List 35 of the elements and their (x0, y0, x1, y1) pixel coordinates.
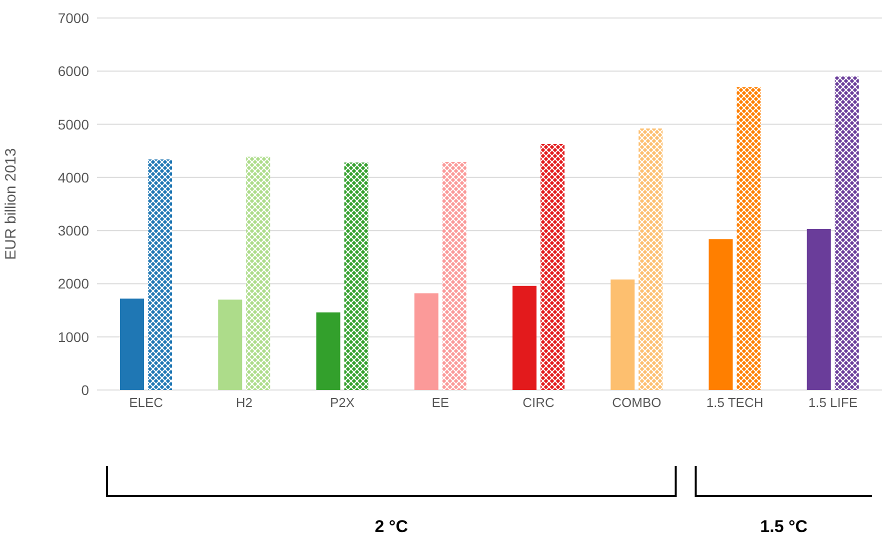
bar (218, 300, 242, 390)
x-tick-label: COMBO (612, 395, 662, 410)
bar (708, 239, 733, 390)
bar (540, 144, 564, 390)
y-tick-label: 3000 (58, 222, 90, 239)
x-tick-label: CIRC (522, 395, 554, 410)
x-tick-label: 1.5 TECH (706, 395, 764, 410)
text: 2 °C (374, 517, 408, 536)
bar (148, 159, 172, 390)
y-tick-label: 6000 (58, 63, 90, 80)
bar (512, 286, 536, 390)
y-tick-label: 7000 (58, 10, 90, 26)
bar (120, 298, 144, 390)
bar (442, 162, 466, 390)
text: 1.5 °C (760, 517, 808, 536)
bar (246, 156, 270, 390)
x-tick-label: EE (432, 395, 450, 410)
x-tick-label: 1.5 LIFE (808, 395, 858, 410)
bar (638, 128, 663, 390)
bar (834, 76, 859, 390)
x-tick-label: ELEC (129, 395, 164, 410)
y-tick-label: 2000 (58, 276, 90, 292)
bar (736, 87, 761, 390)
y-tick-label: 4000 (58, 169, 90, 186)
y-tick-label: 0 (81, 382, 90, 398)
x-tick-label: P2X (330, 395, 355, 410)
bar (316, 312, 340, 390)
x-tick-label: H2 (236, 395, 252, 410)
bar (610, 279, 635, 390)
bar (806, 228, 831, 390)
y-axis-title: EUR billion 2013 (2, 148, 20, 260)
y-tick-label: 1000 (58, 328, 90, 345)
bar (344, 162, 368, 390)
bar (414, 293, 438, 390)
y-tick-label: 5000 (58, 116, 90, 132)
